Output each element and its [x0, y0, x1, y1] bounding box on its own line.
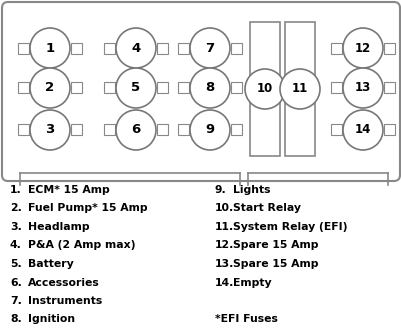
Bar: [178, 43, 188, 54]
Text: Fuel Pump* 15 Amp: Fuel Pump* 15 Amp: [28, 203, 147, 213]
Text: 6: 6: [131, 124, 140, 136]
Bar: [71, 125, 82, 135]
Circle shape: [190, 68, 229, 108]
Circle shape: [30, 68, 70, 108]
Bar: [383, 43, 394, 54]
Circle shape: [279, 69, 319, 109]
Circle shape: [116, 68, 156, 108]
Circle shape: [116, 110, 156, 150]
Bar: [157, 82, 168, 93]
Text: Start Relay: Start Relay: [233, 203, 300, 213]
Text: 5: 5: [131, 81, 140, 94]
Text: 7: 7: [205, 42, 214, 55]
Bar: [71, 82, 82, 93]
Bar: [330, 82, 341, 93]
Bar: [103, 125, 115, 135]
Text: 2: 2: [45, 81, 55, 94]
Circle shape: [342, 68, 382, 108]
Text: P&A (2 Amp max): P&A (2 Amp max): [28, 241, 135, 251]
Text: 4.: 4.: [10, 241, 22, 251]
Bar: [18, 125, 29, 135]
Bar: [231, 43, 241, 54]
Bar: [383, 125, 394, 135]
Bar: [383, 82, 394, 93]
Text: 10: 10: [256, 82, 272, 95]
Text: 6.: 6.: [10, 277, 22, 287]
Text: 12: 12: [354, 42, 370, 55]
Circle shape: [244, 69, 284, 109]
Circle shape: [190, 28, 229, 68]
Text: Empty: Empty: [233, 277, 271, 287]
Text: 3: 3: [45, 124, 55, 136]
Text: 12.: 12.: [215, 241, 234, 251]
Bar: [71, 43, 82, 54]
Circle shape: [342, 110, 382, 150]
Text: 14.: 14.: [215, 277, 234, 287]
Bar: [103, 43, 115, 54]
Bar: [103, 82, 115, 93]
Bar: [284, 22, 314, 156]
Circle shape: [190, 110, 229, 150]
Text: 8.: 8.: [10, 315, 22, 325]
Text: Accessories: Accessories: [28, 277, 99, 287]
Circle shape: [342, 28, 382, 68]
Bar: [157, 125, 168, 135]
Text: 11: 11: [291, 82, 307, 95]
Text: ECM* 15 Amp: ECM* 15 Amp: [28, 185, 109, 195]
Text: Ignition: Ignition: [28, 315, 75, 325]
Circle shape: [116, 28, 156, 68]
Circle shape: [30, 28, 70, 68]
Circle shape: [30, 110, 70, 150]
Bar: [330, 43, 341, 54]
Bar: [178, 125, 188, 135]
Text: 13.: 13.: [215, 259, 234, 269]
Text: 9.: 9.: [215, 185, 226, 195]
Text: 1: 1: [45, 42, 55, 55]
Text: 10.: 10.: [215, 203, 234, 213]
Text: Spare 15 Amp: Spare 15 Amp: [233, 241, 318, 251]
Text: 1.: 1.: [10, 185, 22, 195]
Text: 4: 4: [131, 42, 140, 55]
Text: 7.: 7.: [10, 296, 22, 306]
Bar: [18, 82, 29, 93]
Text: Instruments: Instruments: [28, 296, 102, 306]
Text: 3.: 3.: [10, 222, 22, 232]
Text: System Relay (EFI): System Relay (EFI): [233, 222, 346, 232]
Text: 2.: 2.: [10, 203, 22, 213]
Bar: [178, 82, 188, 93]
FancyBboxPatch shape: [2, 2, 399, 181]
Text: *EFI Fuses: *EFI Fuses: [215, 315, 277, 325]
Text: Headlamp: Headlamp: [28, 222, 89, 232]
Text: 13: 13: [354, 81, 370, 94]
Text: 5.: 5.: [10, 259, 22, 269]
Bar: [18, 43, 29, 54]
Bar: [249, 22, 279, 156]
Bar: [231, 82, 241, 93]
Bar: [231, 125, 241, 135]
Text: Spare 15 Amp: Spare 15 Amp: [233, 259, 318, 269]
Text: 9: 9: [205, 124, 214, 136]
Bar: [330, 125, 341, 135]
Text: 8: 8: [205, 81, 214, 94]
Bar: [157, 43, 168, 54]
Text: Lights: Lights: [233, 185, 270, 195]
Text: Battery: Battery: [28, 259, 73, 269]
Text: 14: 14: [354, 124, 370, 136]
Text: 11.: 11.: [215, 222, 234, 232]
